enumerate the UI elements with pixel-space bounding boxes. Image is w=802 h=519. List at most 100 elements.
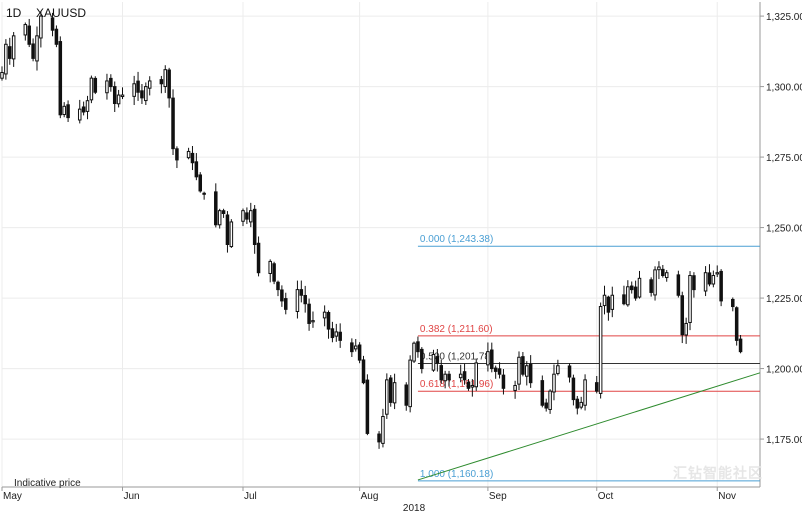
- candle-body: [528, 363, 533, 384]
- candle-body: [4, 43, 8, 75]
- candle-body: [311, 320, 315, 323]
- watermark-logo: 汇钻智能社区: [673, 465, 763, 481]
- trendline-layer[interactable]: [417, 372, 761, 481]
- candle-body: [268, 260, 272, 274]
- axes: [1, 2, 764, 491]
- candle-body: [416, 341, 420, 353]
- candle-body: [575, 398, 580, 409]
- candle-body: [556, 365, 560, 375]
- grid-lines: [1, 2, 760, 487]
- candle-body: [653, 269, 657, 296]
- candle-body: [521, 356, 525, 375]
- candle-body: [147, 80, 152, 89]
- candle-body: [610, 294, 615, 310]
- candle-body: [447, 373, 451, 381]
- candle-body: [703, 272, 708, 292]
- candle-body: [738, 338, 743, 353]
- candle-body: [583, 379, 587, 406]
- candle-body: [719, 270, 723, 302]
- candle-body: [81, 106, 86, 113]
- fibonacci-retracement[interactable]: 0.000 (1,243.38) 0.382 (1,211.60) 0.500 (1…: [417, 234, 760, 482]
- candle-body: [295, 289, 300, 312]
- candle-body: [217, 210, 222, 226]
- candle-body: [299, 289, 304, 296]
- timeframe-label[interactable]: 1D: [6, 6, 22, 20]
- candle-body: [365, 379, 370, 434]
- candle-body: [493, 367, 498, 372]
- fib-level-label: 0.382 (1,211.60): [420, 324, 493, 335]
- candle-body: [692, 275, 696, 291]
- candle-body: [144, 86, 148, 102]
- candle-body: [338, 331, 342, 341]
- candle-body: [241, 210, 245, 222]
- candle-body: [120, 94, 125, 98]
- candle-body: [486, 351, 490, 366]
- x-tick-label: Jul: [244, 491, 257, 502]
- candle-body: [664, 272, 669, 279]
- candle-body: [637, 277, 642, 298]
- candle-body: [470, 384, 475, 388]
- candle-body: [229, 221, 234, 248]
- candle-body: [77, 108, 82, 121]
- candle-body: [140, 90, 144, 99]
- candle-body: [388, 377, 393, 403]
- candle-body: [633, 286, 638, 299]
- candle-body: [544, 402, 548, 409]
- candle-body: [89, 77, 94, 101]
- x-tick-label: Oct: [598, 491, 614, 502]
- candle-body: [513, 384, 517, 391]
- candle-body: [105, 80, 109, 94]
- candle-body: [334, 331, 339, 337]
- candle-body: [661, 268, 665, 277]
- candle-body: [284, 298, 288, 310]
- candle-body: [392, 382, 397, 404]
- candle-body: [132, 83, 136, 97]
- candle-body: [571, 377, 576, 401]
- candle-body: [280, 289, 284, 302]
- candle-body: [567, 365, 572, 378]
- candle-body: [225, 214, 230, 245]
- indicative-price-note: Indicative price: [14, 478, 81, 489]
- candle-body: [420, 348, 424, 370]
- candle-body: [214, 191, 218, 226]
- candle-body: [439, 365, 444, 381]
- candle-body: [31, 43, 35, 59]
- candle-body: [734, 307, 739, 341]
- y-tick-label: 1,250.00: [766, 224, 802, 235]
- candle-body: [602, 294, 607, 307]
- candle-body: [517, 356, 521, 385]
- candle-body: [245, 212, 249, 220]
- candle-body: [8, 46, 12, 59]
- candle-body: [357, 344, 362, 361]
- candle-body: [711, 275, 716, 285]
- fib-level-label: 1.000 (1,160.18): [420, 469, 493, 480]
- candle-body: [525, 365, 529, 377]
- candle-body: [35, 35, 39, 62]
- candle-body: [435, 356, 440, 364]
- candle-body: [11, 35, 16, 60]
- candle-body: [303, 294, 307, 305]
- candle-body: [404, 384, 409, 406]
- candle-body: [381, 416, 385, 444]
- y-tick-label: 1,275.00: [766, 153, 802, 164]
- candle-body: [474, 362, 478, 388]
- symbol-label[interactable]: XAUUSD: [36, 6, 87, 20]
- candle-body: [116, 94, 121, 105]
- candle-body: [606, 296, 611, 313]
- candle-body: [326, 312, 331, 330]
- candle-body: [458, 373, 463, 379]
- candle-body: [112, 86, 117, 105]
- candle-body: [622, 294, 626, 305]
- candle-body: [353, 345, 358, 350]
- fib-level-label: 0.500 (1,201.78): [420, 352, 493, 363]
- candle-body: [540, 380, 545, 406]
- x-tick-label: Jun: [124, 491, 140, 502]
- y-tick-label: 1,300.00: [766, 83, 802, 94]
- support-trendline[interactable]: [417, 372, 761, 481]
- candle-body: [680, 295, 685, 336]
- fib-level-label: 0.618 (1,191.96): [420, 379, 493, 390]
- candle-body: [629, 285, 634, 291]
- axis-labels: 1,175.00 1,200.00 1,225.00 1,250.00 1,275.00…: [3, 12, 802, 514]
